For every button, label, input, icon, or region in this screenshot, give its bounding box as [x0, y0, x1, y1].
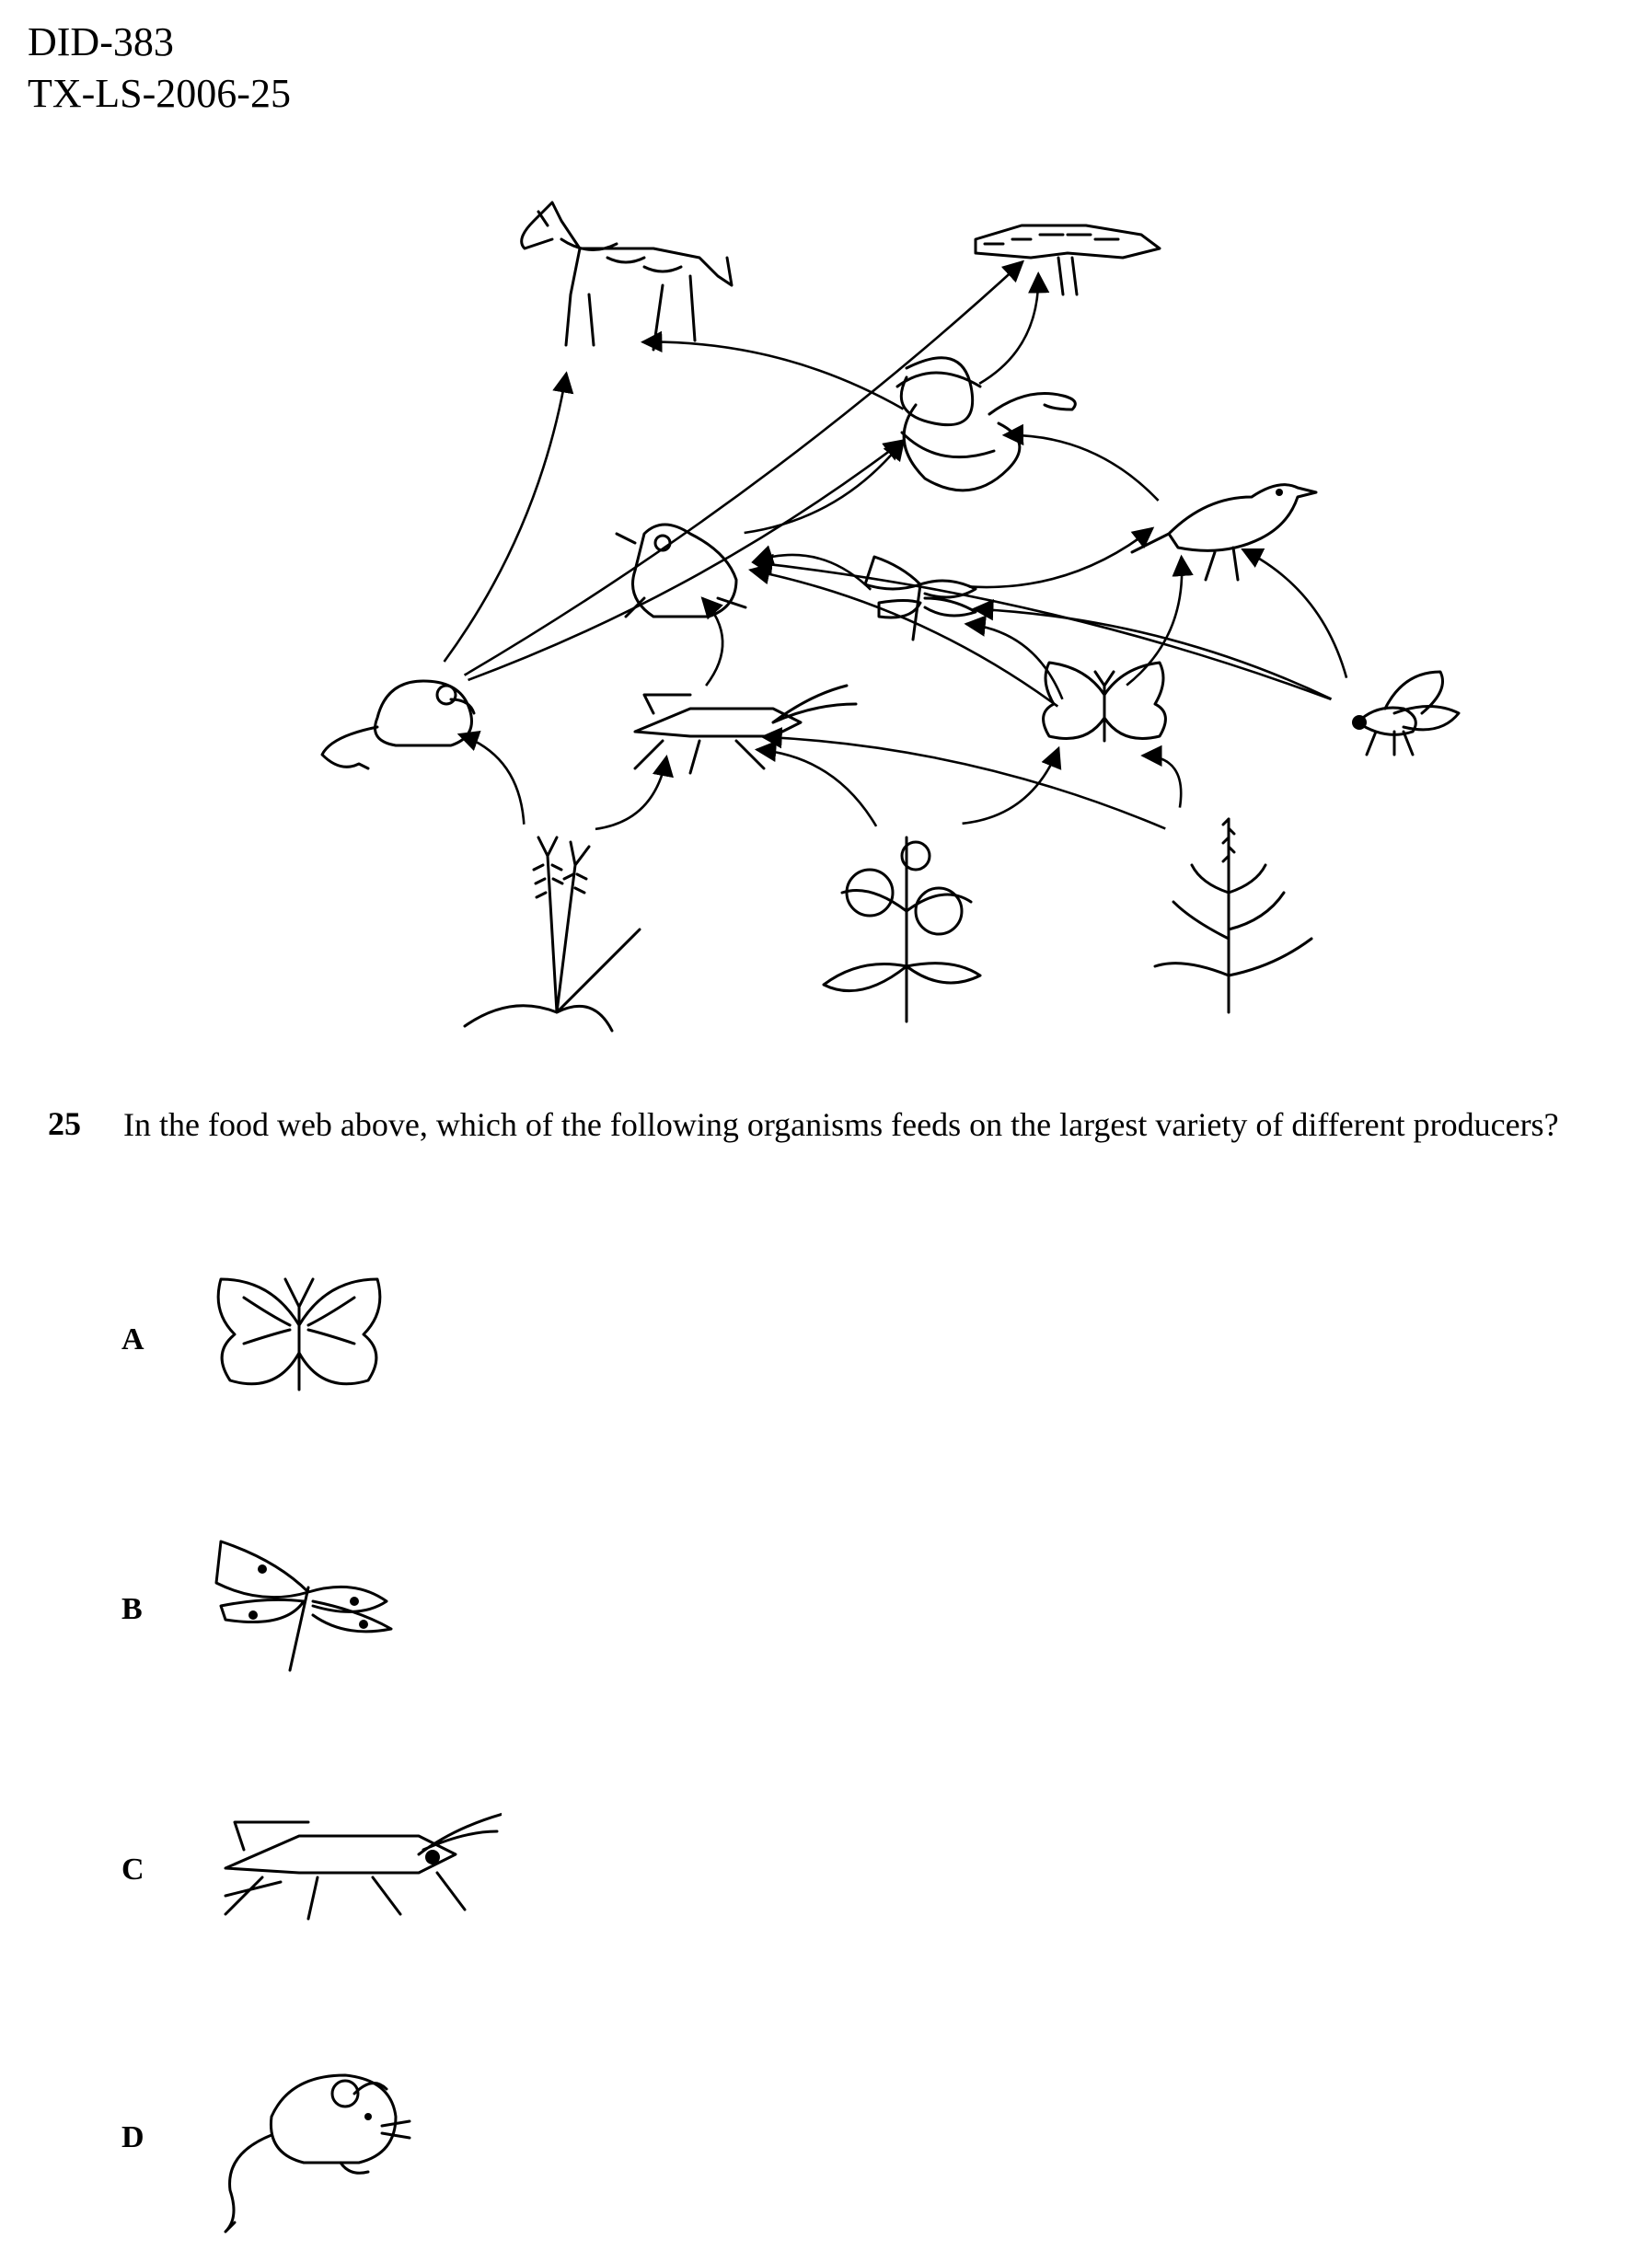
arrow-mouse-to-snake	[468, 439, 906, 682]
arrow-snake-to-hawk	[978, 271, 1050, 385]
arrow-dragonfly-to-bird	[968, 526, 1155, 589]
arrow-frog-to-snake	[744, 438, 906, 535]
arrow-weed-to-butterfly	[1140, 745, 1183, 808]
fly-icon	[1352, 670, 1461, 756]
bird-icon	[1130, 483, 1318, 582]
arrow-butterfly-to-bird	[1126, 554, 1194, 687]
dragonfly-icon	[863, 555, 977, 641]
butterfly-icon[interactable]	[207, 1261, 391, 1399]
arrow-mouse-to-hawk	[463, 260, 1025, 676]
food-web-figure	[320, 201, 1461, 1033]
grasshopper-icon[interactable]	[207, 1804, 502, 1942]
hawk-icon	[974, 224, 1161, 296]
option-d-letter[interactable]: D	[121, 2120, 144, 2154]
question-number: 25	[48, 1105, 81, 1142]
weed-icon	[1153, 817, 1313, 1014]
arrow-butterfly-to-dragonfly	[964, 615, 1064, 700]
arrow-snake-to-coyote	[640, 330, 905, 410]
arrow-mouse-to-coyote	[443, 371, 574, 663]
item-code: TX-LS-2006-25	[28, 71, 291, 116]
wheat-icon	[463, 836, 641, 1033]
mouse-icon[interactable]	[216, 2061, 419, 2236]
arrow-fly-to-frog	[751, 553, 1332, 701]
frog-icon	[615, 523, 747, 618]
arrow-weed-to-grasshopper	[760, 726, 1166, 830]
butterfly-icon	[1042, 661, 1167, 743]
arrow-fly-to-dragonfly	[972, 599, 1333, 700]
arrow-grasshopper-to-frog	[700, 596, 724, 687]
option-c-letter[interactable]: C	[121, 1853, 144, 1887]
mouse-icon	[320, 679, 476, 770]
snake-icon	[895, 356, 1077, 492]
arrow-bird-to-snake	[1001, 423, 1160, 502]
option-b-letter[interactable]: B	[121, 1592, 143, 1626]
coyote-icon	[520, 201, 734, 352]
grasshopper-icon	[633, 684, 858, 775]
arrow-fly-to-bird	[1241, 548, 1348, 678]
food-web-arrows	[443, 260, 1348, 831]
option-a-letter[interactable]: A	[121, 1322, 144, 1356]
arrow-butterfly-to-frog	[748, 563, 1059, 708]
document-id: DID-383	[28, 19, 174, 64]
dragonfly-icon[interactable]	[207, 1532, 400, 1680]
arrow-wheat-to-mouse	[456, 730, 526, 825]
arrow-flower-to-butterfly	[962, 745, 1062, 825]
arrow-wheat-to-grasshopper	[595, 755, 674, 831]
flower-icon	[822, 836, 982, 1023]
question-text: In the food web above, which of the foll…	[123, 1106, 1559, 1143]
arrow-flower-to-grasshopper	[754, 740, 878, 827]
